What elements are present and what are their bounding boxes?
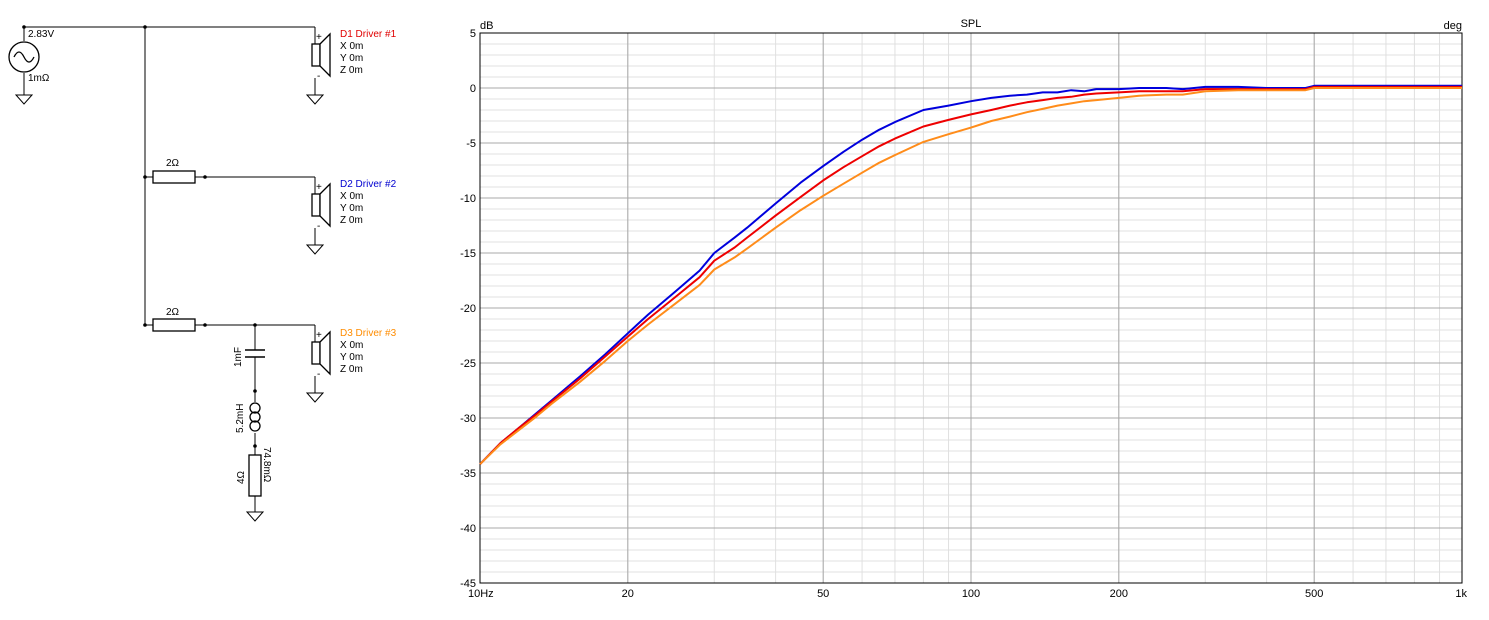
speaker-icon-d3[interactable]	[311, 330, 331, 376]
driver-name: D3 Driver #3	[340, 328, 397, 339]
inductor-resistance-label: 74.8mΩ	[261, 447, 272, 483]
polarity-minus-label: -	[317, 369, 320, 380]
y-tick-label: -20	[460, 303, 476, 315]
x-tick-label: 10Hz	[468, 588, 494, 600]
resistor-d3[interactable]	[152, 318, 196, 332]
series-line-3	[479, 87, 1462, 465]
y-tick-label: -25	[460, 358, 476, 370]
shunt-resistor[interactable]	[248, 454, 262, 497]
driver-y: Y 0m	[340, 352, 363, 363]
series-line-2	[479, 85, 1462, 465]
driver-x: X 0m	[340, 41, 363, 52]
driver-name: D1 Driver #1	[340, 29, 397, 40]
y-tick-label: -35	[460, 468, 476, 480]
x-tick-label: 50	[817, 588, 829, 600]
x-tick-label: 20	[622, 588, 634, 600]
y-tick-label: -40	[460, 523, 476, 535]
voltage-source-icon[interactable]	[8, 41, 40, 73]
ground-icon	[305, 244, 325, 255]
driver-name: D2 Driver #2	[340, 179, 397, 190]
grid-major	[480, 33, 1462, 583]
driver-x: X 0m	[340, 340, 363, 351]
ground-icon	[305, 94, 325, 105]
y-tick-label: 0	[470, 83, 476, 95]
polarity-plus-label: +	[316, 182, 322, 193]
y2-axis-label: deg	[1444, 20, 1462, 32]
y-tick-label: -5	[466, 138, 476, 150]
shunt-resistor-label: 4Ω	[236, 470, 247, 484]
series-line-1	[479, 84, 1462, 465]
x-tick-label: 200	[1110, 588, 1128, 600]
crossover-schematic: 2.83V 1mΩ 2Ω 2Ω 1mF 5.2mH 74.8mΩ 4Ω	[8, 25, 397, 522]
driver-y: Y 0m	[340, 53, 363, 64]
driver-z: Z 0m	[340, 215, 363, 226]
speaker-icon-d2[interactable]	[311, 182, 331, 228]
series-layer	[479, 84, 1462, 465]
grid-minor	[480, 33, 1462, 583]
driver-label-d2: D2 Driver #2 X 0m Y 0m Z 0m	[340, 179, 397, 226]
y-tick-label: -10	[460, 193, 476, 205]
polarity-plus-label: +	[316, 32, 322, 43]
capacitor-icon[interactable]	[245, 349, 265, 358]
ground-icon	[305, 392, 325, 403]
driver-label-d3: D3 Driver #3 X 0m Y 0m Z 0m	[340, 328, 397, 375]
resistor-d2-label: 2Ω	[166, 158, 180, 169]
polarity-minus-label: -	[317, 221, 320, 232]
source-resistance-label: 1mΩ	[28, 73, 50, 84]
x-tick-label: 1k	[1455, 588, 1467, 600]
chart-title: SPL	[961, 18, 982, 30]
driver-z: Z 0m	[340, 65, 363, 76]
inductor-icon[interactable]	[249, 402, 261, 432]
ground-icon	[245, 511, 265, 522]
ground-icon	[14, 94, 34, 105]
resistor-d2[interactable]	[152, 170, 196, 184]
driver-x: X 0m	[340, 191, 363, 202]
resistor-d3-label: 2Ω	[166, 307, 180, 318]
plot-frame	[479, 32, 1463, 584]
y-tick-label: -45	[460, 578, 476, 590]
polarity-plus-label: +	[316, 330, 322, 341]
x-tick-label: 100	[962, 588, 980, 600]
y-axis-label: dB	[480, 20, 493, 32]
inductor-label: 5.2mH	[235, 404, 246, 433]
polarity-minus-label: -	[317, 71, 320, 82]
y-tick-label: -30	[460, 413, 476, 425]
driver-z: Z 0m	[340, 364, 363, 375]
x-tick-label: 500	[1305, 588, 1323, 600]
driver-label-d1: D1 Driver #1 X 0m Y 0m Z 0m	[340, 29, 397, 76]
y-tick-label: 5	[470, 28, 476, 40]
speaker-icon-d1[interactable]	[311, 32, 331, 78]
capacitor-label: 1mF	[233, 347, 244, 367]
driver-y: Y 0m	[340, 203, 363, 214]
y-tick-label: -15	[460, 248, 476, 260]
source-voltage-label: 2.83V	[28, 29, 54, 40]
